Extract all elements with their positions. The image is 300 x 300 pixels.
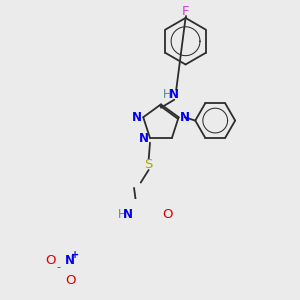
Text: F: F: [182, 5, 189, 18]
Text: O: O: [65, 274, 75, 287]
Text: N: N: [139, 131, 149, 145]
Text: H: H: [163, 88, 172, 101]
Text: N: N: [123, 208, 133, 221]
Text: +: +: [71, 250, 80, 260]
Text: O: O: [45, 254, 55, 267]
Text: N: N: [180, 111, 190, 124]
Text: H: H: [118, 208, 127, 221]
Text: N: N: [132, 111, 142, 124]
Text: N: N: [65, 254, 75, 267]
Text: S: S: [145, 158, 153, 171]
Text: O: O: [162, 208, 172, 221]
Text: -: -: [56, 262, 60, 272]
Text: N: N: [169, 88, 179, 101]
